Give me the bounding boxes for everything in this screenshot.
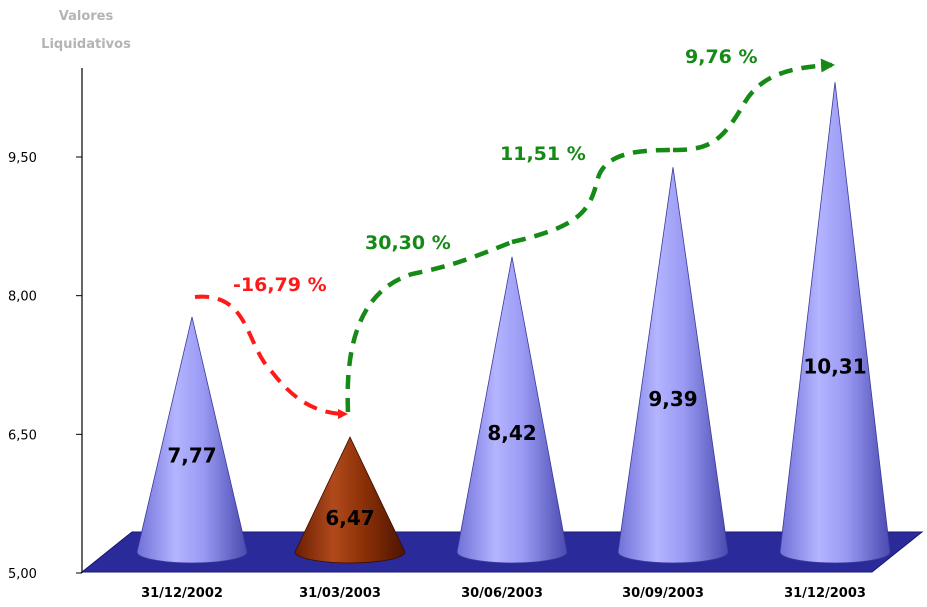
y-axis-title-line-1: Valores	[59, 9, 114, 24]
value-label: 6,47	[325, 506, 374, 530]
change-arrows	[194, 58, 835, 419]
change-labels: -16,79 % 30,30 % 11,51 % 9,76 %	[233, 46, 758, 296]
y-tick-label: 5,00	[8, 567, 37, 582]
y-axis-title-line-2: Liquidativos	[41, 37, 131, 52]
x-tick-label: 31/03/2003	[299, 586, 381, 601]
y-tick-label: 6,50	[8, 428, 37, 443]
change-label: 9,76 %	[685, 46, 758, 68]
y-ticks: 9,50 8,00 6,50 5,00	[8, 151, 82, 582]
change-arrow	[345, 239, 513, 413]
change-label: -16,79 %	[233, 274, 327, 296]
value-labels: 7,77 6,47 8,42 9,39 10,31	[167, 354, 866, 530]
x-ticks: 31/12/2002 31/03/2003 30/06/2003 30/09/2003…	[141, 586, 866, 601]
value-label: 7,77	[167, 444, 216, 468]
x-tick-label: 30/09/2003	[622, 586, 704, 601]
cone-5	[779, 82, 891, 564]
change-label: 30,30 %	[365, 232, 451, 254]
cone-4	[617, 167, 729, 564]
y-tick-label: 9,50	[8, 151, 37, 166]
cone-2	[294, 436, 406, 564]
cone-1	[136, 316, 248, 564]
change-arrow	[511, 147, 674, 245]
x-tick-label: 31/12/2002	[141, 586, 223, 601]
cones	[136, 82, 891, 564]
value-label: 8,42	[487, 421, 536, 445]
change-arrow	[672, 58, 835, 153]
x-tick-label: 30/06/2003	[461, 586, 543, 601]
x-tick-label: 31/12/2003	[784, 586, 866, 601]
cone-3	[456, 256, 568, 564]
change-arrow	[194, 294, 348, 419]
value-label: 9,39	[648, 387, 697, 411]
y-tick-label: 8,00	[8, 290, 37, 305]
value-label: 10,31	[803, 354, 866, 378]
change-label: 11,51 %	[500, 143, 586, 165]
